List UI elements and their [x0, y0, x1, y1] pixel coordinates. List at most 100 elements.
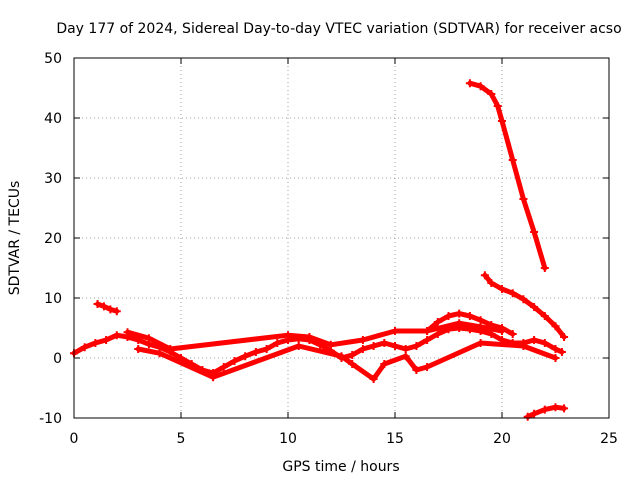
data-point [348, 351, 357, 359]
series-high-steep [465, 79, 549, 272]
data-point [219, 363, 228, 371]
y-tick-label: 20 [44, 231, 62, 247]
y-axis-label: SDTVAR / TECUs [7, 181, 23, 296]
chart-title: Day 177 of 2024, Sidereal Day-to-day VTE… [56, 21, 621, 37]
x-tick-label: 15 [386, 431, 404, 447]
data-point [273, 339, 282, 347]
data-point [380, 360, 389, 368]
data-point [455, 319, 464, 328]
data-point [305, 333, 314, 341]
data-point [348, 360, 357, 368]
data-point [209, 373, 218, 382]
data-point [530, 336, 539, 344]
data-point [476, 316, 485, 325]
data-point [412, 342, 421, 350]
y-tick-label: -10 [39, 411, 62, 427]
series-line [135, 340, 558, 382]
data-point [106, 305, 115, 314]
data-point [262, 345, 271, 353]
series-early-segment [93, 300, 121, 316]
data-point [465, 79, 474, 88]
data-point [540, 264, 549, 272]
data-point [80, 343, 89, 352]
x-axis-label: GPS time / hours [282, 459, 399, 475]
series-mid-decline [480, 271, 569, 341]
data-point [508, 156, 517, 164]
data-point [102, 336, 111, 344]
x-tick-label: 10 [279, 431, 297, 447]
y-tick-label: 30 [44, 171, 62, 187]
data-point [560, 404, 569, 413]
data-point [551, 403, 560, 412]
data-point [487, 279, 496, 287]
x-tick-label: 25 [600, 431, 618, 447]
x-tick-label: 0 [70, 431, 79, 447]
y-tick-label: 50 [44, 51, 62, 67]
data-point [144, 334, 153, 343]
data-point [444, 312, 453, 320]
data-point [337, 352, 346, 361]
data-point [540, 405, 549, 414]
data-point [498, 117, 506, 125]
ticks: 0 5 10 15 20 25 -10 0 10 20 30 40 50 [39, 51, 618, 447]
data-point [493, 102, 502, 110]
data-point [530, 228, 539, 236]
data-point [230, 357, 239, 365]
data-point [99, 302, 108, 311]
data-point [540, 339, 549, 347]
data-point [540, 312, 549, 320]
data-point [369, 342, 378, 350]
data-point [551, 322, 560, 331]
data-point [412, 366, 421, 374]
y-tick-label: 40 [44, 111, 62, 127]
data-point [530, 409, 539, 418]
data-point [423, 327, 432, 335]
data-point [358, 345, 367, 353]
data-point [519, 295, 528, 304]
series-negative-segment [523, 403, 569, 421]
y-tick-label: 0 [53, 351, 62, 367]
data-point [487, 90, 496, 98]
grid [74, 58, 609, 418]
y-tick-label: 10 [44, 291, 62, 307]
series-line [467, 80, 548, 271]
data-point [391, 342, 399, 350]
data-point [530, 303, 539, 311]
data-point [498, 324, 506, 332]
x-tick-label: 5 [177, 431, 186, 447]
data-point [423, 336, 432, 344]
data-point [134, 345, 143, 353]
data-point [391, 327, 399, 335]
data-point [358, 336, 367, 344]
data-point [498, 285, 506, 293]
data-point [487, 321, 496, 329]
series-layer [70, 79, 569, 421]
data-point [455, 309, 464, 318]
data-point [91, 339, 100, 347]
data-point [401, 345, 410, 353]
data-point [251, 348, 260, 356]
data-point [241, 352, 250, 361]
data-point [508, 330, 517, 338]
series-arc-17-20 [423, 309, 517, 338]
x-tick-label: 20 [493, 431, 511, 447]
data-point [551, 345, 560, 353]
data-point [551, 354, 560, 362]
data-point [401, 352, 410, 361]
data-point [433, 318, 442, 326]
data-point [476, 82, 485, 91]
data-point [519, 195, 528, 203]
data-point [560, 333, 569, 341]
data-point [523, 412, 532, 421]
data-point [294, 342, 303, 350]
data-point [93, 300, 102, 308]
data-point [369, 375, 378, 383]
data-point [480, 271, 489, 280]
data-point [112, 307, 121, 316]
data-point [465, 312, 474, 320]
data-point [433, 330, 442, 338]
data-point [166, 345, 175, 353]
data-point [423, 363, 432, 371]
data-point [519, 342, 528, 350]
